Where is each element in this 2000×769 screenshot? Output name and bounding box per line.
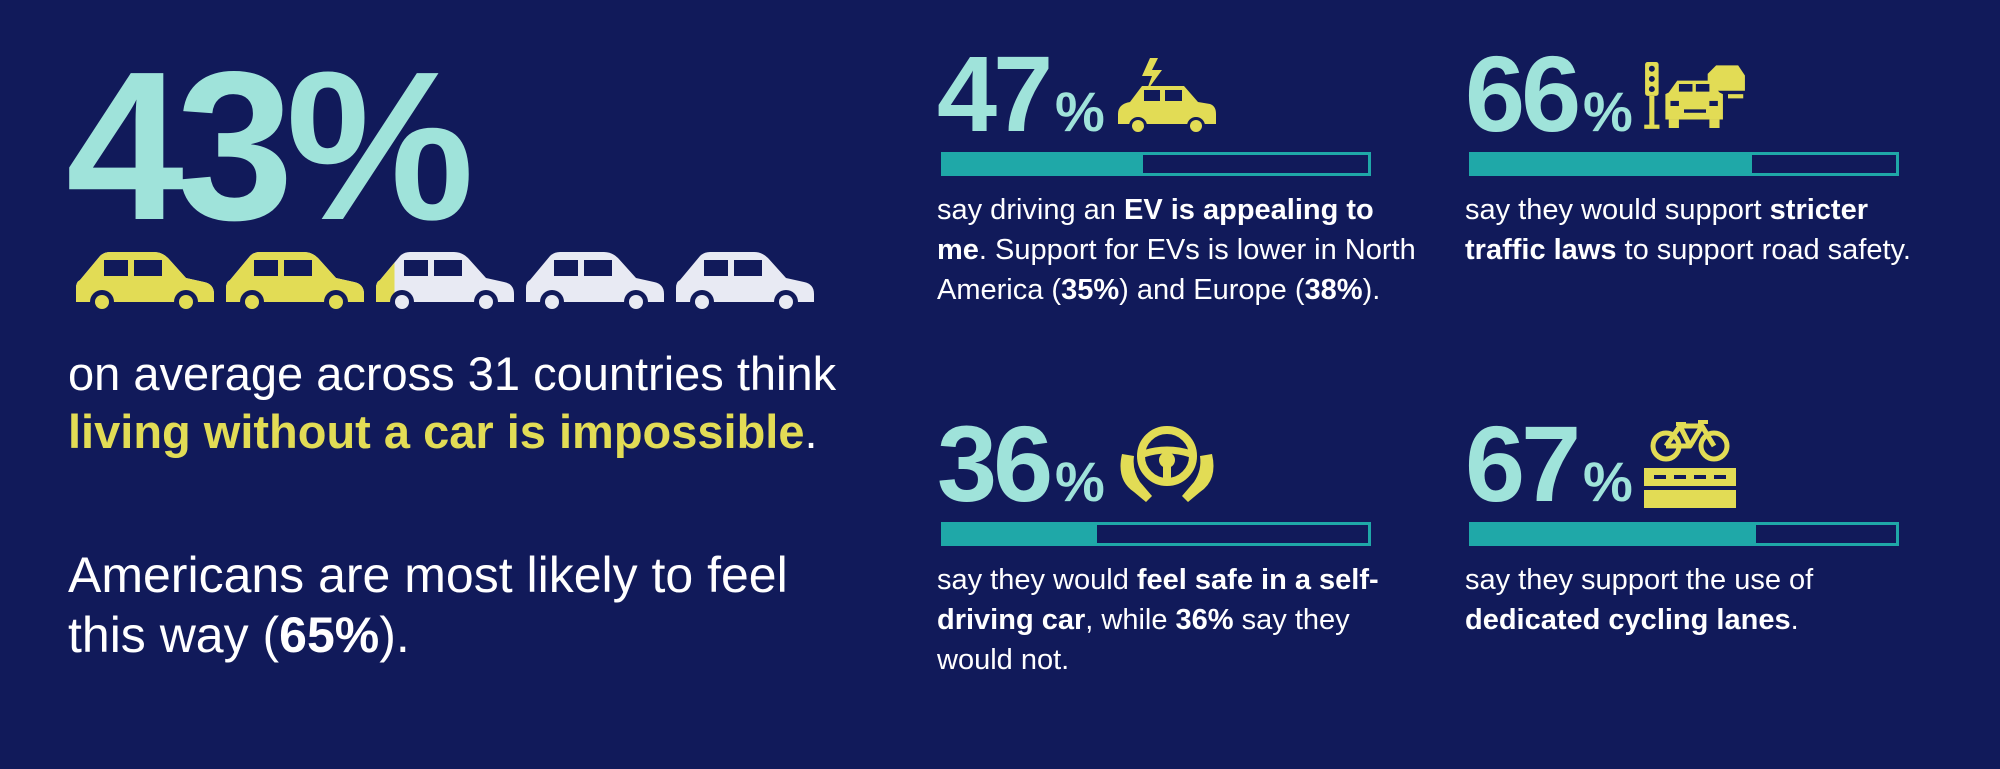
stat-progress-bar xyxy=(941,522,1371,546)
stat-number: 67 xyxy=(1465,403,1581,524)
stat-description: say they would feel safe in a self-drivi… xyxy=(937,560,1417,680)
stat-text-bold: 35% xyxy=(1061,274,1120,306)
stat-number: 36 xyxy=(937,403,1053,524)
stat-description: say they would support stricter traffic … xyxy=(1465,190,1945,270)
stat-text-bold: dedicated cycling lanes xyxy=(1465,604,1791,636)
americans-text-post: ). xyxy=(379,607,410,663)
car-icon-row xyxy=(72,246,822,316)
car-icon xyxy=(376,252,514,314)
americans-note: Americans are most likely to feel this w… xyxy=(68,545,868,665)
car-icon xyxy=(76,252,214,314)
stat-percent-sign: % xyxy=(1583,450,1633,513)
stat-progress-fill xyxy=(1472,525,1757,543)
headline-text-pre: on average across 31 countries think xyxy=(68,347,837,400)
stat-text-segment: to support road safety. xyxy=(1616,234,1911,266)
headline-percentage: 43% xyxy=(66,27,474,264)
stat-progress-bar xyxy=(1469,522,1899,546)
stat-percent-sign: % xyxy=(1055,80,1105,143)
stat-progress-fill xyxy=(1472,155,1752,173)
stat-progress-fill xyxy=(944,155,1144,173)
car-icon xyxy=(676,252,814,314)
stat-text-segment: . Support for EVs is lower in North Amer… xyxy=(937,234,1416,306)
stat-text-segment: say they would support xyxy=(1465,194,1770,226)
stat-text-bold: 36% xyxy=(1175,604,1234,636)
car-icon xyxy=(226,252,364,314)
car-icon xyxy=(526,252,664,314)
americans-text-pre: Americans are most likely to feel this w… xyxy=(68,547,788,663)
stat-progress-bar xyxy=(941,152,1371,176)
stat-text-bold: stricter traffic laws xyxy=(1465,194,1868,266)
stat-text-segment: . xyxy=(1790,604,1799,636)
stat-text-bold: feel safe in a self-driving car xyxy=(937,564,1379,636)
stat-number: 47 xyxy=(937,33,1053,154)
americans-percentage: 65% xyxy=(279,607,380,663)
headline-text-post: . xyxy=(804,405,818,458)
traffic-light-icon xyxy=(1644,62,1745,129)
stat-text-segment: say they would not. xyxy=(937,604,1350,676)
stat-text-segment: say driving an xyxy=(937,194,1124,226)
headline-highlight: living without a car is impossible xyxy=(68,405,805,458)
headline-description: on average across 31 countries think liv… xyxy=(68,345,868,461)
stat-description: say driving an EV is appealing to me. Su… xyxy=(937,190,1417,310)
bicycle-lane-icon xyxy=(1644,420,1736,508)
stat-text-segment: say they support the use of xyxy=(1465,564,1814,596)
stat-percent-sign: % xyxy=(1055,450,1105,513)
stat-text-bold: 38% xyxy=(1304,274,1363,306)
stat-number: 66 xyxy=(1465,33,1581,154)
steering-wheel-icon xyxy=(1120,426,1214,502)
stat-percent-sign: % xyxy=(1583,80,1633,143)
electric-car-icon xyxy=(1118,58,1216,135)
stat-progress-fill xyxy=(944,525,1097,543)
stat-text-segment: ) and Europe ( xyxy=(1119,274,1305,306)
stat-text-segment: ). xyxy=(1362,274,1381,306)
stat-text-segment: say they would xyxy=(937,564,1137,596)
stat-progress-bar xyxy=(1469,152,1899,176)
stat-description: say they support the use of dedicated cy… xyxy=(1465,560,1945,640)
stat-text-segment: , while xyxy=(1085,604,1176,636)
stat-text-bold: EV is appealing to me xyxy=(937,194,1374,266)
